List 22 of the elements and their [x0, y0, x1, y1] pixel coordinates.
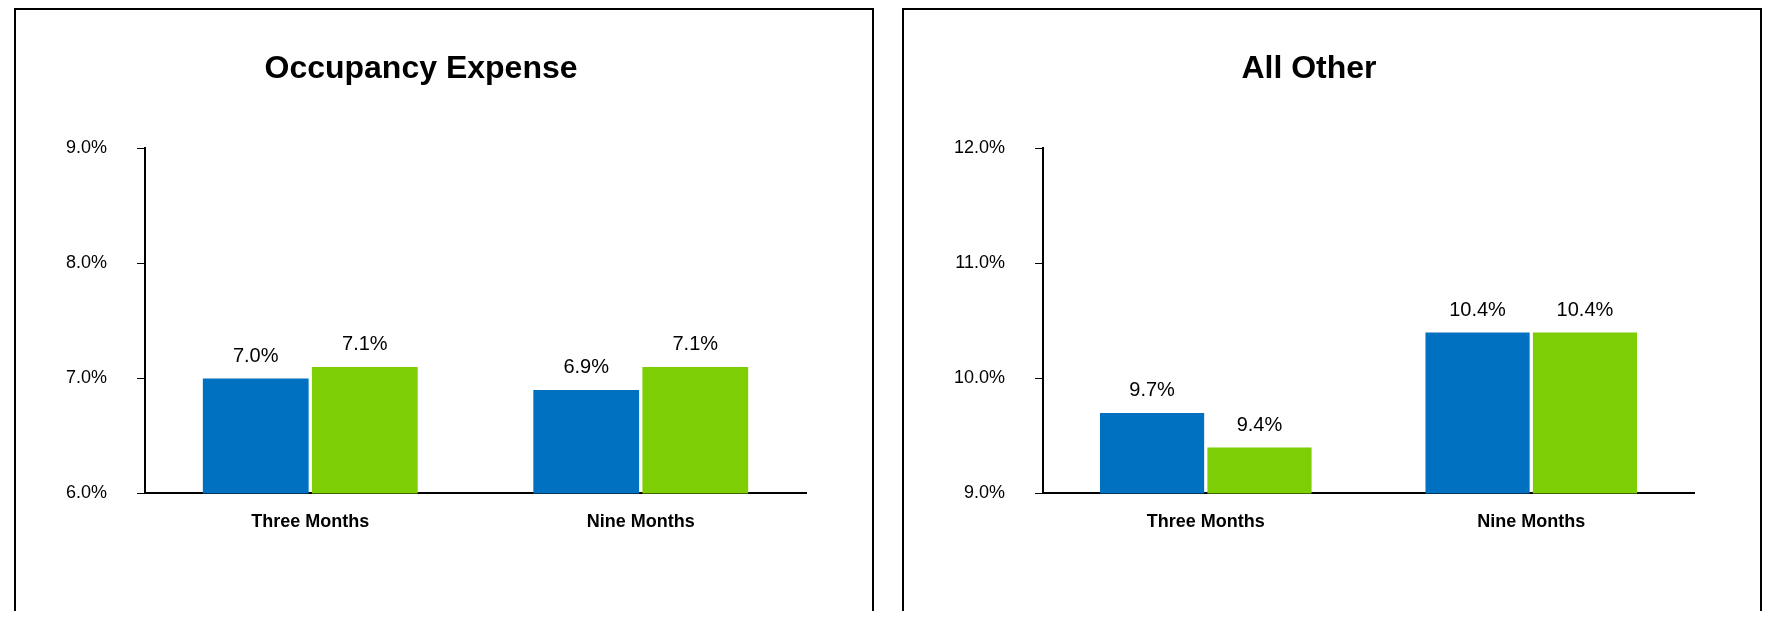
y-tick-label: 12.0%	[953, 137, 1006, 158]
y-tick-label: 9.0%	[964, 482, 1006, 503]
chart-title: Occupancy Expense	[264, 49, 578, 86]
y-tick-label: 6.0%	[66, 482, 108, 503]
y-tick-label: 10.0%	[953, 367, 1006, 388]
y-tick-label: 8.0%	[66, 252, 108, 273]
y-tick-label: 9.0%	[66, 137, 108, 158]
data-label: 10.4%	[1556, 297, 1614, 320]
data-label: 9.7%	[1129, 378, 1176, 401]
x-tick-label: Nine Months	[1477, 511, 1586, 532]
data-label: 9.4%	[1236, 412, 1283, 435]
x-tick-label: Nine Months	[586, 511, 695, 532]
data-label: 7.1%	[342, 332, 388, 355]
data-label: 7.0%	[232, 343, 279, 366]
x-tick-label: Three Months	[1146, 511, 1265, 532]
x-tick-label: Three Months	[251, 511, 370, 532]
data-label: 10.4%	[1449, 297, 1507, 320]
data-label: 6.9%	[563, 355, 610, 378]
chart-title: All Other	[1241, 49, 1377, 86]
y-tick-label: 11.0%	[955, 252, 1006, 273]
y-tick-label: 7.0%	[66, 367, 108, 388]
data-label: 7.1%	[672, 332, 719, 355]
